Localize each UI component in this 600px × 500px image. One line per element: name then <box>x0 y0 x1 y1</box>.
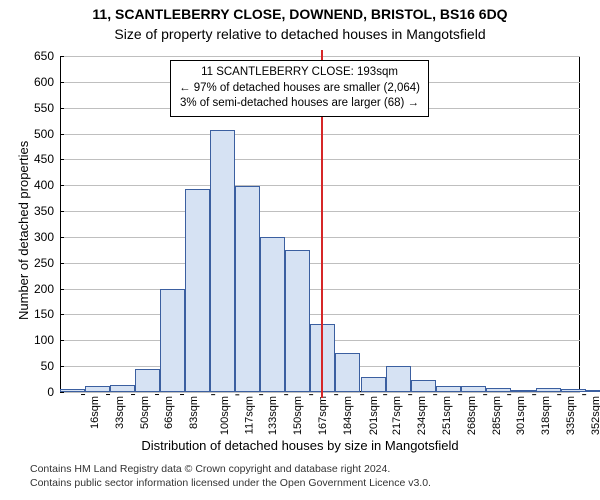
x-tick-label: 133sqm <box>263 396 279 435</box>
histogram-bar <box>561 389 586 392</box>
x-tick-label: 167sqm <box>314 396 330 435</box>
histogram-bar <box>461 386 486 392</box>
y-axis-label: Number of detached properties <box>16 141 31 320</box>
y-tick-label: 600 <box>34 75 60 89</box>
y-tick-label: 250 <box>34 256 60 270</box>
y-tick-label: 500 <box>34 127 60 141</box>
histogram-bar <box>335 353 360 392</box>
y-tick-label: 550 <box>34 101 60 115</box>
x-tick-label: 201sqm <box>364 396 380 435</box>
footer-attribution: Contains HM Land Registry data © Crown c… <box>30 462 431 490</box>
x-tick-label: 285sqm <box>487 396 503 435</box>
x-axis-label: Distribution of detached houses by size … <box>0 438 600 453</box>
annotation-line: 11 SCANTLEBERRY CLOSE: 193sqm <box>179 65 420 81</box>
y-tick-label: 650 <box>34 49 60 63</box>
histogram-bar <box>536 388 561 392</box>
x-tick-label: 217sqm <box>387 396 403 435</box>
x-tick-label: 268sqm <box>462 396 478 435</box>
y-tick-label: 400 <box>34 178 60 192</box>
histogram-bar <box>586 390 600 392</box>
histogram-bar <box>310 324 335 392</box>
y-tick-label: 300 <box>34 230 60 244</box>
x-tick-label: 318sqm <box>536 396 552 435</box>
footer-line: Contains HM Land Registry data © Crown c… <box>30 462 431 476</box>
histogram-bar <box>361 377 386 393</box>
histogram-bar <box>135 369 160 392</box>
histogram-bar <box>210 130 235 392</box>
x-tick-label: 301sqm <box>511 396 527 435</box>
x-tick-label: 50sqm <box>135 396 151 429</box>
x-tick-label: 234sqm <box>412 396 428 435</box>
axis-border <box>579 56 580 392</box>
x-tick-label: 117sqm <box>239 396 255 434</box>
plot-area: 11 SCANTLEBERRY CLOSE: 193sqm ← 97% of d… <box>60 56 580 392</box>
histogram-bar <box>436 386 461 392</box>
x-tick-label: 352sqm <box>586 396 600 435</box>
y-tick-label: 100 <box>34 333 60 347</box>
footer-line: Contains public sector information licen… <box>30 476 431 490</box>
histogram-bar <box>486 388 511 392</box>
x-tick-label: 335sqm <box>561 396 577 435</box>
y-tick-label: 350 <box>34 204 60 218</box>
histogram-bar <box>110 385 135 392</box>
y-tick-label: 0 <box>47 385 60 399</box>
histogram-bar <box>386 366 411 392</box>
histogram-bar <box>285 250 310 392</box>
x-tick-label: 150sqm <box>289 396 305 435</box>
histogram-bar <box>235 186 260 392</box>
x-tick-label: 251sqm <box>437 396 453 435</box>
histogram-bar <box>185 189 210 392</box>
axis-border <box>60 56 61 392</box>
histogram-bar <box>60 389 85 392</box>
histogram-bar <box>511 390 536 392</box>
histogram-bar <box>260 237 285 392</box>
x-tick-label: 184sqm <box>339 396 355 435</box>
histogram-bar <box>160 289 185 392</box>
chart-subtitle: Size of property relative to detached ho… <box>0 26 600 42</box>
y-tick-label: 50 <box>41 359 60 373</box>
x-tick-label: 66sqm <box>159 396 175 429</box>
y-tick-label: 150 <box>34 307 60 321</box>
y-tick-label: 450 <box>34 152 60 166</box>
annotation-line: ← 97% of detached houses are smaller (2,… <box>179 81 420 97</box>
chart-root: { "titles": { "line1": "11, SCANTLEBERRY… <box>0 0 600 500</box>
histogram-bar <box>85 386 110 392</box>
annotation-line: 3% of semi-detached houses are larger (6… <box>179 96 420 112</box>
histogram-bar <box>411 380 436 392</box>
x-tick-label: 16sqm <box>85 396 101 429</box>
x-tick-label: 33sqm <box>110 396 126 429</box>
annotation-box: 11 SCANTLEBERRY CLOSE: 193sqm ← 97% of d… <box>170 60 429 117</box>
x-tick-label: 100sqm <box>215 396 231 435</box>
x-tick-label: 83sqm <box>184 396 200 429</box>
y-tick-label: 200 <box>34 282 60 296</box>
chart-title-address: 11, SCANTLEBERRY CLOSE, DOWNEND, BRISTOL… <box>0 6 600 22</box>
